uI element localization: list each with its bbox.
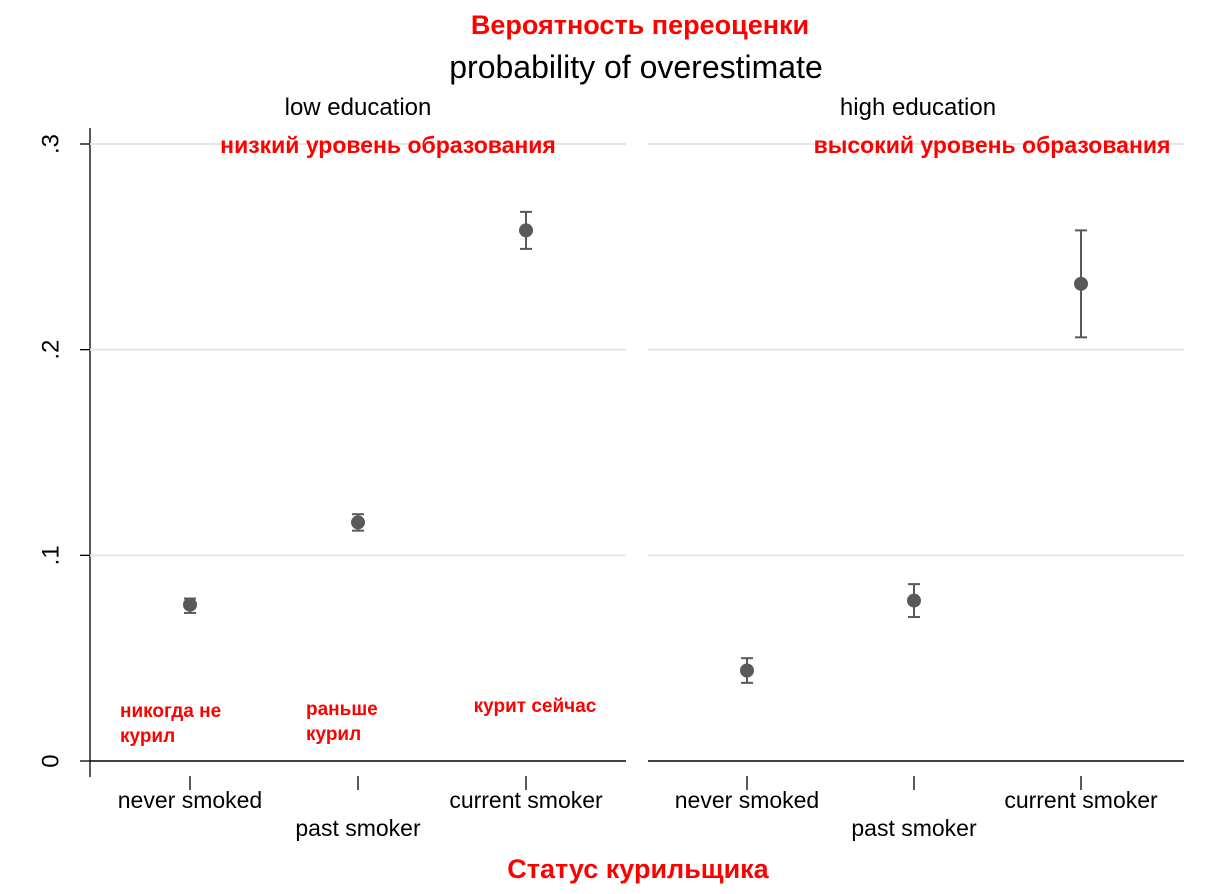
x-tick-label-1: past smoker	[851, 815, 977, 841]
data-point-0	[183, 597, 197, 612]
x-tick-label-1: past smoker	[295, 815, 421, 841]
x-tick-label-0: never smoked	[675, 787, 819, 813]
data-point-0	[740, 663, 754, 678]
x-tick-label-2: current smoker	[449, 787, 603, 813]
y-tick-label-2: .2	[37, 340, 64, 360]
category-label-ru-0-line-1: курил	[120, 726, 175, 747]
category-label-ru-1-line-1: курил	[306, 724, 361, 745]
data-point-1	[351, 515, 365, 530]
y-tick-label-1: .1	[37, 545, 64, 565]
category-label-ru-2-line-0: курит сейчас	[474, 696, 597, 717]
data-point-2	[519, 223, 533, 238]
category-label-ru-0-line-0: никогда не	[120, 701, 221, 722]
data-point-2	[1074, 276, 1088, 291]
panel-high-education: high education высокий уровень образовани…	[648, 94, 1184, 841]
y-tick-label-3: .3	[37, 134, 64, 154]
x-tick-label-0: never smoked	[118, 787, 262, 813]
x-axis-label-ru: Статус курильщика	[507, 854, 769, 884]
data-point-1	[907, 593, 921, 608]
panel-title-ru: низкий уровень образования	[220, 132, 556, 158]
panel-low-education: low education низкий уровень образования n…	[90, 94, 626, 841]
panel-title-ru: высокий уровень образования	[814, 132, 1171, 158]
panels-layer: 0 .1 .2 .3 low education низкий уровень образ…	[37, 94, 1184, 841]
panel-title: low education	[285, 94, 432, 121]
x-tick-label-2: current smoker	[1004, 787, 1158, 813]
y-tick-label-0: 0	[37, 754, 64, 767]
chart-title-en: probability of overestimate	[449, 49, 823, 85]
category-label-ru-1-line-0: раньше	[306, 699, 378, 720]
panel-title: high education	[840, 94, 996, 121]
chart-title-ru: Вероятность переоценки	[471, 10, 809, 40]
